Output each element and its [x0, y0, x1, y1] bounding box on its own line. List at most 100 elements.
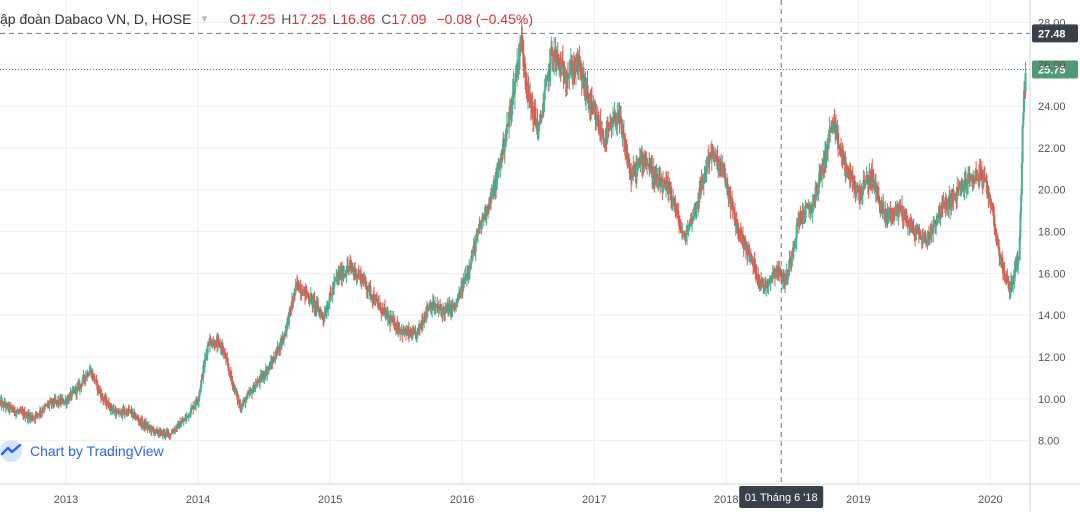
- chevron-down-icon[interactable]: ▼: [199, 13, 210, 25]
- candle-body: [320, 312, 323, 314]
- candle-body: [947, 197, 950, 210]
- candle-body: [485, 214, 488, 217]
- y-tick-label: 8.00: [1038, 436, 1059, 448]
- open-label: O: [229, 11, 241, 27]
- candle-body: [310, 295, 313, 297]
- candle-body: [179, 422, 182, 428]
- candle-body: [437, 308, 440, 310]
- tradingview-watermark[interactable]: Chart by TradingView: [0, 440, 164, 462]
- candle-body: [829, 129, 832, 131]
- candle-body: [650, 162, 653, 167]
- candle-body: [979, 166, 982, 171]
- crosshair-price-badge: [1032, 24, 1078, 43]
- candle-body: [322, 319, 325, 321]
- candle-body: [782, 272, 785, 284]
- candle-body: [724, 178, 727, 186]
- candle-body: [873, 183, 876, 188]
- candle-body: [76, 385, 79, 387]
- candle-body: [10, 406, 13, 409]
- candle-body: [811, 204, 814, 213]
- candle-body: [226, 358, 229, 363]
- candle-body: [656, 174, 659, 187]
- candle-body: [527, 85, 530, 98]
- candle-body: [25, 416, 28, 418]
- candle-body: [232, 384, 235, 386]
- candle-body: [475, 235, 478, 241]
- symbol-name[interactable]: ập đoàn Dabaco VN, D, HOSE: [0, 11, 192, 27]
- symbol-legend[interactable]: ập đoàn Dabaco VN, D, HOSE ▼ O 17.25 H 1…: [0, 9, 533, 29]
- candle-body: [280, 339, 283, 349]
- candle-body: [874, 182, 877, 193]
- candle-body: [190, 408, 193, 415]
- candle-body: [693, 210, 696, 214]
- candle-body: [346, 265, 349, 273]
- candle-body: [828, 130, 831, 134]
- candle-body: [993, 214, 996, 224]
- candle-body: [487, 208, 490, 210]
- candle-body: [208, 338, 211, 345]
- candle-body: [523, 63, 526, 66]
- candle-body: [224, 352, 227, 359]
- watermark-text[interactable]: Chart by TradingView: [30, 443, 164, 459]
- candle-body: [716, 157, 719, 163]
- candle-body: [197, 401, 200, 403]
- candle-body: [431, 308, 434, 312]
- candle-body: [948, 195, 951, 209]
- candle-body: [669, 188, 672, 193]
- candle-body: [932, 226, 935, 233]
- candle-body: [572, 73, 575, 78]
- tradingview-logo-icon: [0, 440, 22, 462]
- candle-body: [649, 162, 652, 173]
- candle-body: [375, 299, 378, 301]
- candle-body: [199, 387, 202, 391]
- candle-body: [455, 302, 458, 304]
- candle-body: [624, 139, 627, 156]
- candle-body: [141, 419, 144, 426]
- candle-body: [5, 403, 8, 408]
- candle-body: [742, 247, 745, 249]
- candle-body: [272, 358, 275, 364]
- candle-body: [895, 210, 898, 212]
- candle-body: [451, 305, 454, 310]
- candle-body: [225, 357, 228, 359]
- candle-body: [342, 274, 345, 276]
- candle-body: [597, 119, 600, 128]
- candle-body: [533, 106, 536, 113]
- candle-body: [826, 145, 829, 157]
- candle-body: [32, 418, 35, 420]
- candle-body: [476, 235, 479, 237]
- candle-body: [736, 223, 739, 230]
- candle-body: [277, 346, 280, 353]
- close-label: C: [381, 11, 392, 27]
- candle-body: [301, 291, 304, 295]
- candle-body: [600, 133, 603, 135]
- candle-body: [946, 209, 949, 212]
- candle-body: [914, 231, 917, 239]
- candle-body: [906, 223, 909, 227]
- candle-body: [521, 40, 524, 54]
- candle-body: [375, 297, 378, 300]
- candle-body: [134, 412, 137, 420]
- candle-body: [318, 310, 321, 313]
- candle-body: [586, 84, 589, 101]
- candle-body: [805, 205, 808, 208]
- y-tick-label: 20.00: [1038, 185, 1066, 197]
- candle-body: [514, 74, 517, 81]
- candle-body: [970, 177, 973, 179]
- candle-body: [216, 340, 219, 347]
- candle-body: [165, 432, 168, 436]
- candle-body: [243, 399, 246, 403]
- candle-body: [876, 191, 879, 193]
- candle-body: [257, 380, 260, 382]
- candle-body: [765, 282, 768, 288]
- candle-body: [327, 307, 330, 310]
- candle-body: [1020, 194, 1023, 213]
- candle-body: [685, 234, 688, 242]
- candle-body: [385, 311, 388, 319]
- candle-body: [89, 370, 92, 373]
- candle-body: [269, 361, 272, 369]
- candle-body: [193, 405, 196, 408]
- candle-body: [832, 122, 835, 131]
